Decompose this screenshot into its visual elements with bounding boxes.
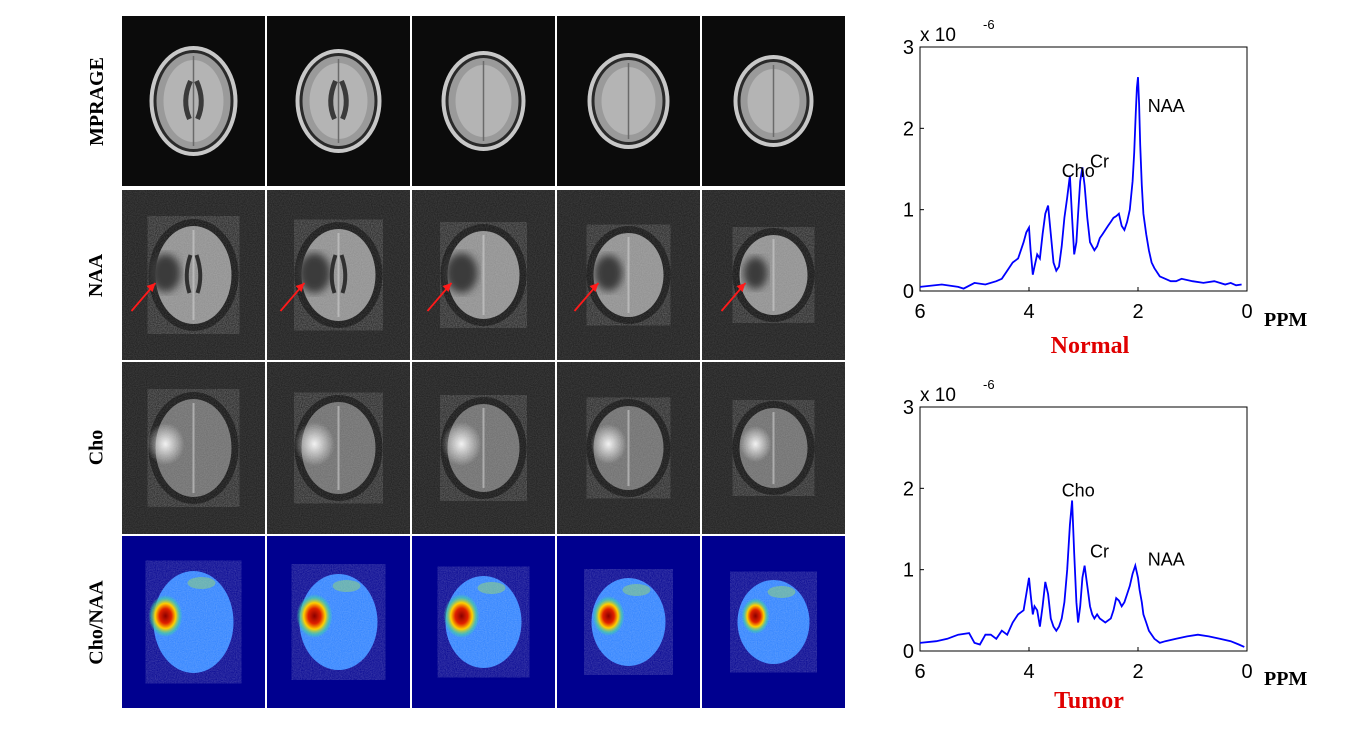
y-scale-exponent: -6 xyxy=(983,17,995,32)
row-label-text: MPRAGE xyxy=(85,56,108,146)
x-tick-label: 6 xyxy=(914,301,925,323)
brain-slice-ratio xyxy=(412,536,555,708)
peak-label: NAA xyxy=(1148,96,1185,116)
y-tick-label: 2 xyxy=(903,478,914,500)
row-label-mprage: MPRAGE xyxy=(72,16,122,186)
plot-frame xyxy=(919,406,1248,652)
brain-slice-naa xyxy=(122,190,265,360)
x-tick-label: 4 xyxy=(1023,301,1034,323)
y-tick-label: 0 xyxy=(903,641,914,663)
row-label-text: Cho xyxy=(85,429,108,465)
brain-slice-mprage xyxy=(702,16,845,186)
brain-slice-naa xyxy=(557,190,700,360)
y-tick-label: 0 xyxy=(903,281,914,303)
brain-slice-ratio xyxy=(267,536,410,708)
brain-slice-ratio xyxy=(702,536,845,708)
y-tick-label: 3 xyxy=(903,397,914,419)
spectrum-line xyxy=(919,77,1242,290)
brain-slice-cho xyxy=(702,362,845,534)
image-row-cho xyxy=(122,362,846,534)
lesion-arrow xyxy=(426,282,453,312)
image-row-ratio xyxy=(122,536,846,708)
y-tick-label: 1 xyxy=(903,200,914,222)
peak-label: Cho xyxy=(1062,480,1095,500)
ppm-axis-label-normal: PPM xyxy=(1264,309,1308,331)
x-tick-label: 0 xyxy=(1241,301,1252,323)
tumor-spectrum-chart: 6 4 2 0 0 1 2 3 x 10 -6 Cho Cr NAA xyxy=(903,377,1253,683)
brain-slice-ratio xyxy=(122,536,265,708)
brain-slice-mprage xyxy=(267,16,410,186)
image-row-naa xyxy=(122,190,846,360)
brain-slice-ratio xyxy=(557,536,700,708)
brain-slice-naa xyxy=(412,190,555,360)
y-tick-label: 1 xyxy=(903,560,914,582)
brain-slice-cho xyxy=(122,362,265,534)
tumor-title: Tumor xyxy=(1054,688,1124,714)
row-label-naa: NAA xyxy=(72,190,122,360)
lesion-arrow xyxy=(279,282,306,312)
spectrum-line xyxy=(919,500,1245,648)
row-label-text: Cho/NAA xyxy=(85,579,108,665)
lesion-arrow xyxy=(720,282,747,312)
y-scale-label: x 10 xyxy=(920,385,956,406)
brain-slice-mprage xyxy=(557,16,700,186)
x-tick-label: 0 xyxy=(1241,661,1252,683)
brain-slice-naa xyxy=(267,190,410,360)
y-tick-label: 2 xyxy=(903,118,914,140)
brain-slice-mprage xyxy=(122,16,265,186)
ppm-axis-label-tumor: PPM xyxy=(1264,668,1308,690)
peak-label: NAA xyxy=(1148,550,1185,570)
row-label-cho-naa: Cho/NAA xyxy=(72,536,122,708)
brain-slice-cho xyxy=(412,362,555,534)
lesion-arrow xyxy=(573,282,600,312)
lesion-arrow xyxy=(130,282,157,312)
brain-slice-mprage xyxy=(412,16,555,186)
peak-label: Cr xyxy=(1090,541,1109,561)
brain-image-grid xyxy=(122,16,846,708)
peak-label: Cho xyxy=(1062,161,1095,181)
y-scale-exponent: -6 xyxy=(983,377,995,392)
y-scale-label: x 10 xyxy=(920,25,956,46)
brain-slice-cho xyxy=(267,362,410,534)
brain-slice-naa xyxy=(702,190,845,360)
row-label-cho: Cho xyxy=(72,362,122,532)
peak-label: Cr xyxy=(1090,151,1109,171)
brain-slice-cho xyxy=(557,362,700,534)
x-tick-label: 4 xyxy=(1023,661,1034,683)
image-row-mprage xyxy=(122,16,846,186)
x-tick-label: 6 xyxy=(914,661,925,683)
y-tick-label: 3 xyxy=(903,37,914,59)
x-tick-label: 2 xyxy=(1132,301,1143,323)
x-tick-label: 2 xyxy=(1132,661,1143,683)
row-label-text: NAA xyxy=(85,253,108,297)
normal-title: Normal xyxy=(1050,333,1130,359)
